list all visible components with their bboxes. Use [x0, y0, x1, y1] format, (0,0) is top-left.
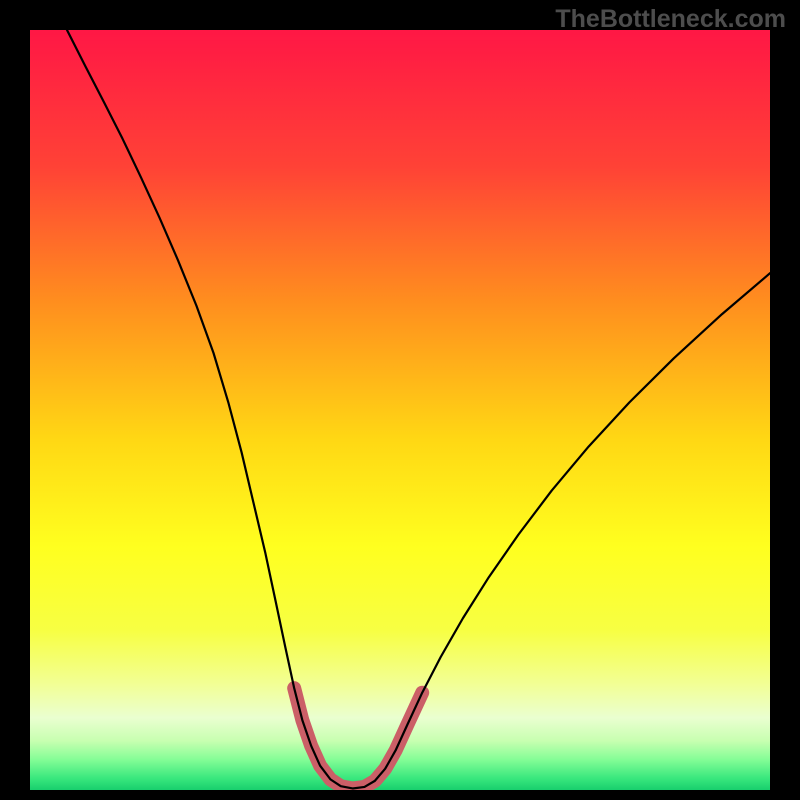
gradient-background	[30, 30, 770, 790]
watermark-text: TheBottleneck.com	[555, 5, 786, 34]
stage: TheBottleneck.com	[0, 0, 800, 800]
bottleneck-chart	[30, 30, 770, 790]
